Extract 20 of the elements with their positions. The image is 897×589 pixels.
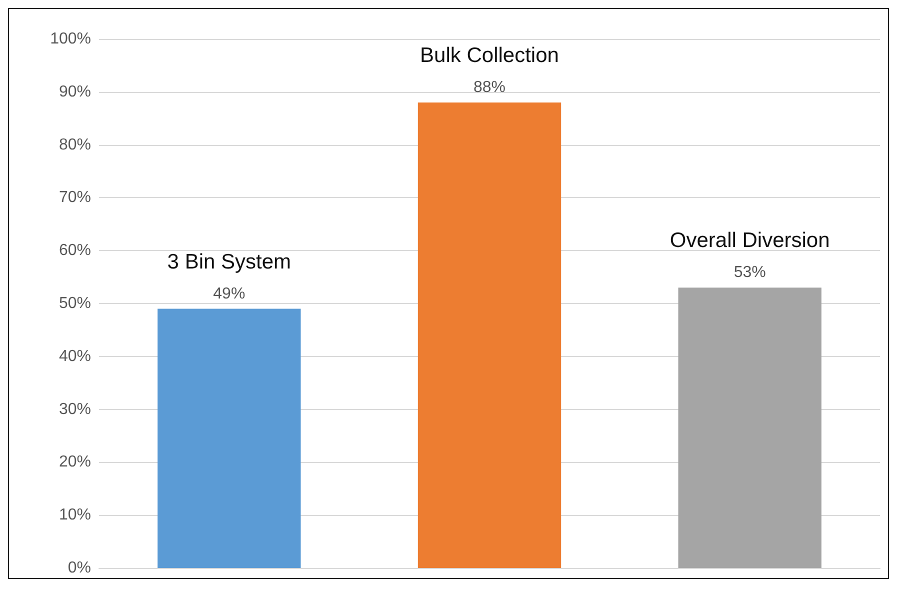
bar — [418, 102, 562, 568]
y-tick-label: 80% — [58, 136, 91, 154]
data-label: 53% — [734, 264, 766, 282]
y-tick-label: 90% — [58, 83, 91, 100]
y-tick-label: 20% — [58, 454, 91, 471]
bar — [678, 288, 822, 568]
y-tick-label: 100% — [50, 30, 91, 48]
data-label: 49% — [213, 285, 246, 302]
x-tick-label: 3 Bin System — [167, 250, 292, 274]
bar — [158, 308, 301, 568]
y-tick-label: 60% — [58, 242, 91, 260]
x-tick-label: Overall Diversion — [670, 229, 830, 252]
y-tick-label: 10% — [58, 506, 91, 524]
y-tick-label: 0% — [68, 560, 91, 576]
x-tick-label: Bulk Collection — [420, 44, 559, 67]
data-label: 88% — [473, 78, 506, 96]
y-tick-label: 50% — [58, 295, 91, 312]
y-tick-label: 70% — [58, 189, 91, 206]
y-tick-label: 40% — [58, 348, 91, 365]
y-tick-label: 30% — [58, 400, 91, 418]
